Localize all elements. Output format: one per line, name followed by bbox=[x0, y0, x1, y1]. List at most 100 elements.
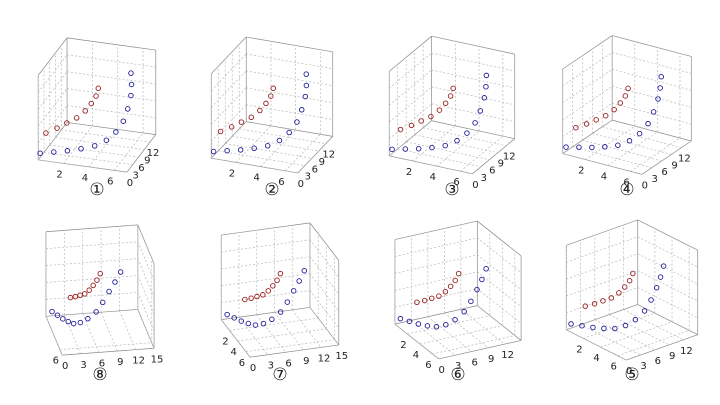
point bbox=[612, 325, 618, 332]
point bbox=[128, 92, 134, 99]
grid-line bbox=[100, 312, 118, 352]
point bbox=[113, 129, 119, 135]
x-tick-label: 4 bbox=[231, 347, 237, 358]
grid-line bbox=[562, 52, 613, 87]
y-tick-label: 0 bbox=[472, 180, 478, 191]
grid-line bbox=[43, 152, 133, 165]
y-tick-label: 0 bbox=[127, 178, 133, 189]
point bbox=[124, 106, 131, 112]
point bbox=[277, 309, 284, 315]
grid-line bbox=[37, 54, 68, 93]
grid-line bbox=[600, 321, 673, 348]
point bbox=[402, 146, 409, 152]
y-tick-label: 0 bbox=[250, 363, 256, 374]
point bbox=[264, 143, 271, 149]
box-edge bbox=[37, 37, 68, 76]
grid-line bbox=[592, 133, 672, 155]
point bbox=[593, 117, 599, 123]
x-tick-label: 4 bbox=[82, 173, 88, 184]
box-edge bbox=[637, 304, 698, 336]
point bbox=[389, 146, 395, 153]
point bbox=[77, 292, 83, 299]
grid-line bbox=[394, 288, 478, 308]
x-tick-label: 6 bbox=[453, 177, 459, 188]
point bbox=[454, 137, 460, 144]
point bbox=[582, 303, 589, 309]
box-edge bbox=[126, 134, 157, 173]
grid-line bbox=[37, 105, 68, 144]
grid-line bbox=[137, 292, 155, 332]
point bbox=[590, 324, 596, 331]
y-tick-label: 9 bbox=[144, 156, 150, 167]
y-tick-label: 12 bbox=[147, 148, 160, 159]
box-edge bbox=[431, 120, 515, 140]
point bbox=[616, 290, 622, 296]
grid-line bbox=[431, 103, 515, 123]
box-edge bbox=[37, 122, 68, 161]
x-tick-label: 4 bbox=[593, 353, 599, 364]
point bbox=[600, 298, 606, 304]
grid-line bbox=[394, 271, 478, 291]
box-edge bbox=[66, 122, 156, 135]
y-tick-label: 6 bbox=[285, 358, 291, 369]
point bbox=[128, 70, 134, 76]
grid-line bbox=[583, 312, 656, 339]
point bbox=[632, 316, 639, 323]
grid-line bbox=[119, 310, 136, 350]
point bbox=[626, 138, 633, 144]
y-tick-label: 6 bbox=[99, 358, 105, 369]
grid-line bbox=[211, 104, 247, 142]
point bbox=[303, 71, 310, 77]
panel-label: ⑦ bbox=[272, 365, 287, 385]
grid-line bbox=[211, 87, 247, 125]
point bbox=[429, 295, 435, 302]
grid-line bbox=[612, 69, 692, 91]
box-edge bbox=[431, 35, 515, 55]
grid-line bbox=[260, 129, 296, 167]
point bbox=[653, 284, 660, 291]
point bbox=[658, 73, 664, 80]
y-tick-label: 3 bbox=[268, 361, 274, 372]
point bbox=[254, 293, 260, 300]
grid-line bbox=[82, 313, 100, 353]
point bbox=[479, 276, 485, 283]
box-edge bbox=[477, 220, 522, 257]
grid-line bbox=[256, 314, 286, 353]
box-edge bbox=[626, 334, 698, 361]
grid-line bbox=[477, 254, 522, 290]
point bbox=[82, 108, 88, 114]
x-tick-label: 6 bbox=[53, 356, 59, 367]
point bbox=[301, 267, 308, 274]
point bbox=[268, 93, 274, 99]
grid-line bbox=[562, 69, 613, 104]
box-edge bbox=[297, 136, 333, 174]
point bbox=[64, 148, 71, 154]
grid-line bbox=[221, 273, 311, 287]
grid-line bbox=[221, 290, 311, 304]
point bbox=[602, 144, 608, 150]
y-tick-label: 15 bbox=[335, 351, 348, 362]
point bbox=[418, 118, 424, 124]
grid-line bbox=[460, 135, 504, 172]
panel-label: ① bbox=[89, 180, 104, 200]
point bbox=[117, 269, 124, 275]
point bbox=[591, 300, 598, 307]
point bbox=[608, 295, 615, 301]
panel-label: ⑥ bbox=[450, 365, 465, 385]
point bbox=[579, 322, 585, 329]
box-edge bbox=[249, 344, 339, 358]
point bbox=[51, 149, 57, 155]
point bbox=[228, 124, 235, 130]
grid-line bbox=[66, 88, 156, 102]
grid-line bbox=[66, 105, 156, 119]
grid-line bbox=[246, 87, 333, 103]
grid-line bbox=[397, 148, 481, 168]
point bbox=[415, 145, 422, 152]
y-tick-label: 9 bbox=[303, 356, 309, 367]
box-edge bbox=[221, 222, 311, 236]
x-tick-label: 2 bbox=[400, 340, 406, 351]
grid-line bbox=[291, 309, 322, 348]
point bbox=[99, 299, 106, 306]
grid-line bbox=[232, 135, 319, 152]
box-edge bbox=[211, 36, 247, 74]
